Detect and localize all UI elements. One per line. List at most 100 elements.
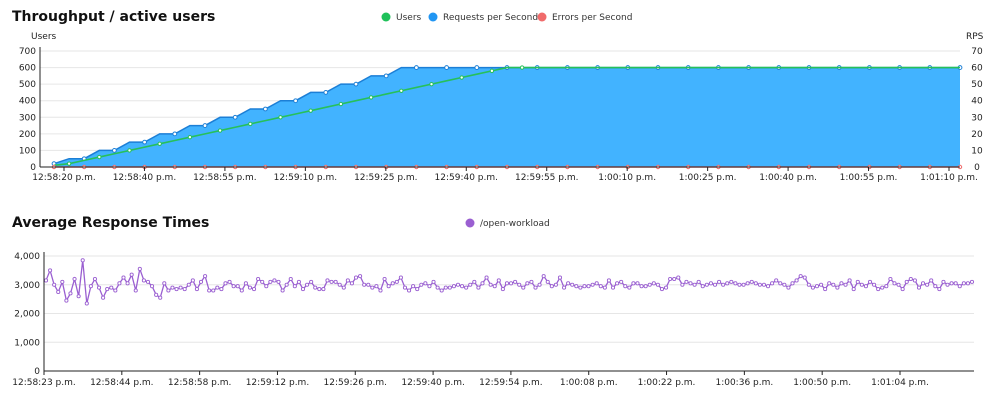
response-time-point [749,279,754,284]
x-tick-label: 12:59:40 p.m. [435,173,498,183]
response-time-point [969,279,975,284]
response-time-point [655,282,660,287]
response-time-point [329,279,334,284]
response-time-point [386,284,391,289]
response-time-point [476,285,481,290]
response-time-point [374,284,379,289]
users-point [157,141,162,147]
response-time-point [455,282,461,287]
response-time-point [288,276,293,282]
y-left-tick-label: 500 [19,80,36,90]
response-time-point [900,287,905,292]
response-time-point [419,282,424,287]
response-time-point [92,276,98,282]
response-time-point [460,284,465,289]
response-time-point [933,284,938,289]
response-time-point [280,288,285,293]
response-time-point [802,275,807,280]
response-time-point [382,276,387,282]
response-time-point [562,285,567,290]
response-time-point [745,281,750,286]
response-time-point [121,275,126,280]
response-time-point [268,279,273,284]
response-time-point [916,285,922,290]
response-time-point [60,279,65,284]
users-point [368,95,374,100]
users-point [308,108,313,113]
users-point [97,154,102,160]
response-time-point [782,282,787,287]
response-time-point [684,279,689,284]
response-time-point [194,287,199,292]
response-time-point [566,281,571,286]
response-time-point [615,281,620,286]
rps-point [323,90,329,95]
response-time-point [859,282,864,287]
response-time-point [113,288,118,293]
response-time-point [953,281,958,286]
response-time-point [317,287,322,292]
response-time-point [504,281,510,286]
response-time-point [321,287,326,292]
response-time-point [700,284,705,289]
y-tick-label: 1,000 [14,338,40,348]
x-tick-label: 12:59:54 p.m. [479,378,542,388]
response-time-point [492,284,497,289]
response-time-point [117,281,122,286]
response-time-point [757,282,762,287]
response-time-point [765,284,771,289]
response-time-point [80,258,85,263]
rps-point [414,65,419,70]
response-time-point [598,284,603,289]
response-time-point [949,281,954,286]
throughput-chart[interactable]: Users Requests per Second Errors per Secon… [0,0,1000,200]
response-time-point [64,298,69,303]
response-time-point [843,282,848,287]
response-time-point [251,287,257,292]
response-time-point [880,285,885,290]
response-time-point [631,281,636,286]
response-time-point [427,284,432,289]
users-point [217,128,223,133]
rps-point [263,106,268,112]
response-time-point [643,284,648,289]
response-time-point [447,285,452,290]
response-time-point [582,284,587,289]
response-time-point [239,288,244,293]
response-time-point [215,285,220,290]
response-time-point [162,281,167,286]
response-times-chart[interactable]: /open-workload 0 1,000 2,000 3,000 4,000 12:58… [0,204,1000,404]
response-time-point [529,279,534,284]
response-time-point [839,281,844,286]
legend-label-2: Errors per Second [552,13,632,23]
response-time-point [941,279,946,284]
response-time-point [659,287,665,292]
users-point [429,81,434,87]
response-time-point [431,279,436,284]
response-time-point [243,281,248,286]
response-time-point [672,276,677,282]
response-time-point [831,282,836,287]
response-time-point [908,276,913,282]
response-time-point [668,276,673,282]
response-time-point [810,285,815,290]
response-time-point [341,285,346,290]
response-time-point [708,281,713,286]
x-tick-label: 12:58:58 p.m. [168,378,231,388]
response-time-point [937,287,942,292]
response-time-point [623,284,628,289]
users-point [66,161,72,166]
response-time-point [676,275,681,280]
response-time-point [484,275,489,280]
response-time-point [570,282,575,287]
y-left-tick-label: 300 [19,113,36,123]
response-time-point [912,278,917,283]
response-time-point [223,281,228,286]
rps-point [232,114,238,120]
response-time-point [704,282,709,287]
x-tick-label: 12:59:10 p.m. [274,173,337,183]
response-time-point [309,279,314,284]
x-tick-label: 12:59:12 p.m. [246,378,309,388]
response-time-point [272,278,277,283]
users-point [248,121,253,127]
